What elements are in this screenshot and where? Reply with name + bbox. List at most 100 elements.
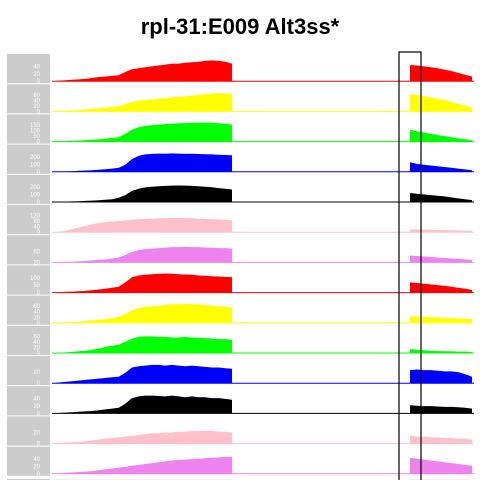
coverage-area-right (410, 229, 472, 233)
coverage-area-left (52, 364, 232, 384)
y-tick-label: 20 (33, 370, 40, 376)
highlight-box (398, 51, 422, 480)
panel-label-strip (7, 174, 50, 204)
coverage-area-left (52, 218, 232, 233)
y-tick-label: 100 (30, 129, 41, 135)
y-tick-label: 60 (33, 249, 40, 255)
y-tick-label: 200 (30, 155, 41, 161)
track-panels: 4020060402001501005002001000200100012080… (7, 54, 474, 478)
coverage-area-right (410, 349, 472, 353)
y-tick-label: 20 (33, 431, 40, 437)
panel-label-strip (7, 356, 50, 386)
y-tick-label: 100 (30, 162, 41, 168)
coverage-area-left (52, 456, 232, 474)
panel-label-strip (7, 144, 50, 174)
y-tick-label: 80 (33, 219, 40, 225)
coverage-area-left (52, 273, 232, 293)
coverage-area-right (410, 94, 472, 112)
coverage-area-right (410, 282, 472, 293)
coverage-area-right (410, 255, 472, 263)
coverage-area-left (52, 430, 232, 444)
y-tick-label: 60 (33, 334, 40, 340)
panel-label-strip (7, 84, 50, 114)
y-tick-label: 40 (33, 98, 40, 104)
panel-label-strip (7, 446, 50, 476)
y-tick-label: 200 (30, 185, 41, 191)
panel-label-strip (7, 54, 50, 84)
y-tick-label: 0 (37, 381, 41, 387)
coverage-area-left (52, 60, 232, 82)
y-tick-label: 0 (37, 140, 41, 146)
coverage-area-right (410, 162, 472, 172)
panel-label-strip (7, 325, 50, 355)
y-tick-label: 0 (37, 230, 41, 236)
coverage-area-right (410, 405, 472, 414)
track-panel: 20 0 (7, 416, 474, 448)
y-tick-label: 0 (37, 321, 41, 327)
y-tick-label: 0 (37, 170, 41, 176)
y-tick-label: 0 (37, 200, 41, 206)
panel-label-strip (7, 386, 50, 416)
coverage-area-left (52, 93, 232, 112)
y-tick-label: 0 (37, 351, 41, 357)
y-tick-label: 0 (37, 411, 41, 417)
y-tick-label: 40 (33, 64, 40, 70)
coverage-area-right (410, 435, 472, 444)
y-tick-label: 20 (33, 260, 40, 266)
panel-label-strip (7, 265, 50, 295)
y-tick-label: 40 (33, 397, 40, 403)
track-panel: 20 0 (7, 356, 474, 387)
y-tick-label: 60 (33, 304, 40, 310)
coverage-area-left (52, 303, 232, 323)
y-tick-label: 40 (33, 340, 40, 346)
y-tick-label: 20 (33, 345, 40, 351)
y-tick-label: 20 (33, 464, 40, 470)
coverage-area-right (410, 65, 472, 82)
coverage-area-left (52, 153, 232, 172)
y-tick-label: 0 (37, 109, 41, 115)
y-tick-label: 40 (33, 457, 40, 463)
panel-label-strip (7, 205, 50, 235)
panel-label-strip (7, 295, 50, 325)
coverage-area-left (52, 395, 232, 414)
y-tick-label: 50 (33, 134, 40, 140)
annotation-label-strip (7, 478, 50, 480)
coverage-area-left (52, 336, 232, 353)
coverage-area-left (52, 246, 232, 263)
y-tick-label: 50 (33, 283, 40, 289)
coverage-area-right (410, 457, 472, 474)
panel-label-strip (7, 235, 50, 265)
coverage-area-left (52, 122, 232, 142)
y-tick-label: 0 (37, 472, 41, 478)
y-tick-label: 20 (33, 404, 40, 410)
y-tick-label: 0 (37, 291, 41, 297)
chart-title: rpl-31:E009 Alt3ss* (140, 14, 340, 39)
y-tick-label: 100 (30, 276, 41, 282)
y-tick-label: 20 (33, 315, 40, 321)
track-panel: 60 20 (7, 235, 474, 266)
y-tick-label: 20 (33, 104, 40, 110)
y-tick-label: 150 (30, 123, 41, 129)
coverage-area-right (410, 316, 472, 323)
y-tick-label: 60 (33, 93, 40, 99)
coverage-area-left (52, 185, 232, 202)
coverage-area-right (410, 369, 472, 384)
panel-label-strip (7, 114, 50, 144)
panel-label-strip (7, 416, 50, 446)
y-tick-label: 0 (37, 442, 41, 448)
coverage-area-right (410, 129, 472, 142)
y-tick-label: 40 (33, 310, 40, 316)
y-tick-label: 120 (30, 214, 41, 220)
y-tick-label: 20 (33, 72, 40, 78)
